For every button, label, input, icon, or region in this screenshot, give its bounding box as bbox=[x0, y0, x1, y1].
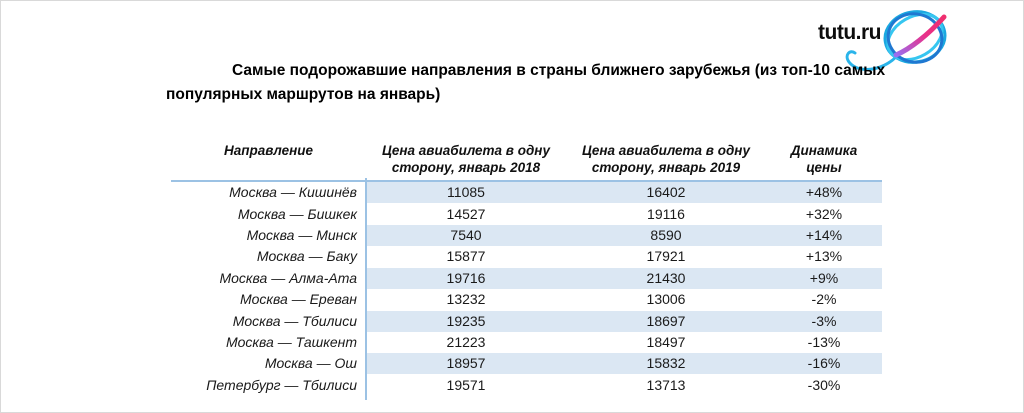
direction-cell: Москва — Баку bbox=[171, 246, 366, 268]
change-cell: -16% bbox=[766, 353, 882, 375]
header-price-2019: Цена авиабилета в одну сторону, январь 2… bbox=[582, 143, 750, 175]
header-dynamics: Динамика цены bbox=[790, 143, 858, 175]
table-row: Петербург — Тбилиси 19571 13713 -30% bbox=[171, 374, 882, 396]
change-cell: -3% bbox=[766, 310, 882, 332]
change-cell: +9% bbox=[766, 267, 882, 289]
price-2019-cell: 18497 bbox=[646, 333, 686, 350]
price-table: Направление Цена авиабилета в одну сторо… bbox=[171, 142, 882, 400]
table-row: Москва — Тбилиси 19235 18697 -3% bbox=[171, 310, 882, 332]
table-row: Москва — Кишинёв 11085 16402 +48% bbox=[171, 182, 882, 204]
price-2018-cell: 19716 bbox=[366, 267, 566, 289]
table-row: Москва — Минск 7540 8590 +14% bbox=[171, 224, 882, 246]
price-2019-cell: 8590 bbox=[566, 224, 766, 246]
price-2019-cell: 17921 bbox=[646, 248, 686, 265]
table-row: Москва — Бишкек 14527 19116 +32% bbox=[171, 203, 882, 225]
tutu-logo: tutu.ru bbox=[796, 5, 964, 71]
header-price-2018: Цена авиабилета в одну сторону, январь 2… bbox=[382, 143, 550, 175]
change-cell: +13% bbox=[805, 248, 843, 265]
price-2018-cell: 21223 bbox=[446, 333, 486, 350]
direction-cell: Москва — Минск bbox=[171, 224, 366, 246]
price-2019-cell: 13006 bbox=[646, 291, 686, 308]
price-2018-cell: 19571 bbox=[446, 376, 486, 393]
table-row: Москва — Ташкент 21223 18497 -13% bbox=[171, 331, 882, 353]
direction-cell: Москва — Ош bbox=[171, 353, 366, 375]
change-cell: -30% bbox=[807, 376, 841, 393]
logo-text: tutu.ru bbox=[818, 21, 881, 44]
change-cell: +48% bbox=[766, 182, 882, 204]
price-2018-cell: 11085 bbox=[366, 182, 566, 204]
change-cell: +14% bbox=[766, 224, 882, 246]
tutu-globe-icon bbox=[845, 10, 947, 71]
price-2019-cell: 21430 bbox=[566, 267, 766, 289]
change-cell: +32% bbox=[805, 205, 843, 222]
direction-cell: Москва — Кишинёв bbox=[171, 182, 366, 204]
price-2019-cell: 16402 bbox=[566, 182, 766, 204]
price-2019-cell: 15832 bbox=[566, 353, 766, 375]
table-row: Москва — Ош 18957 15832 -16% bbox=[171, 353, 882, 375]
header-direction: Направление bbox=[223, 143, 314, 158]
table-row: Москва — Алма-Ата 19716 21430 +9% bbox=[171, 267, 882, 289]
direction-cell: Москва — Тбилиси bbox=[171, 310, 366, 332]
direction-cell: Москва — Алма-Ата bbox=[171, 267, 366, 289]
direction-cell: Петербург — Тбилиси bbox=[171, 374, 366, 396]
price-2018-cell: 19235 bbox=[366, 310, 566, 332]
price-2019-cell: 13713 bbox=[646, 376, 686, 393]
price-2018-cell: 15877 bbox=[446, 248, 486, 265]
table-body: Москва — Кишинёв 11085 16402 +48% Москва — Б… bbox=[171, 182, 882, 396]
change-cell: -13% bbox=[807, 333, 841, 350]
table-row: Москва — Баку 15877 17921 +13% bbox=[171, 246, 882, 268]
table-row: Москва — Ереван 13232 13006 -2% bbox=[171, 289, 882, 311]
price-2018-cell: 7540 bbox=[366, 224, 566, 246]
price-2019-cell: 18697 bbox=[566, 310, 766, 332]
change-cell: -2% bbox=[811, 291, 837, 308]
direction-cell: Москва — Ташкент bbox=[171, 331, 366, 353]
page-title: Самые подорожавшие направления в страны … bbox=[166, 62, 886, 103]
price-2018-cell: 14527 bbox=[446, 205, 486, 222]
price-2019-cell: 19116 bbox=[647, 205, 685, 222]
direction-cell: Москва — Бишкек bbox=[171, 203, 366, 225]
price-2018-cell: 13232 bbox=[446, 291, 486, 308]
direction-cell: Москва — Ереван bbox=[171, 289, 366, 311]
price-2018-cell: 18957 bbox=[366, 353, 566, 375]
column-divider-line bbox=[365, 178, 367, 400]
table-header-row: Направление Цена авиабилета в одну сторо… bbox=[171, 142, 882, 182]
